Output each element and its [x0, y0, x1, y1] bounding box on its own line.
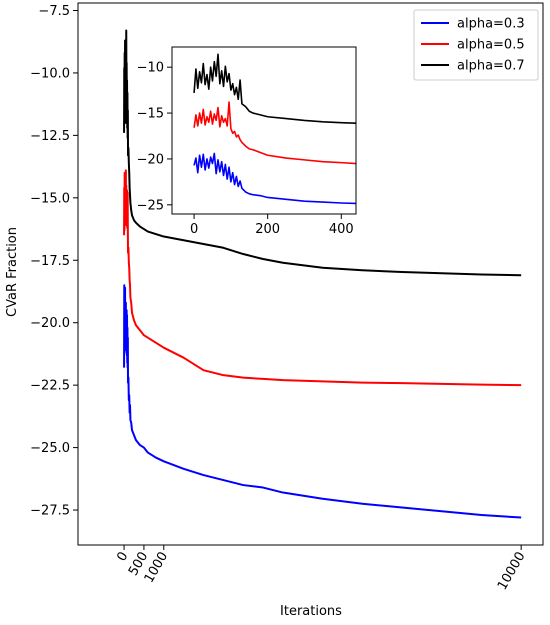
legend-label: alpha=0.7: [457, 59, 525, 74]
inset-y-tick-label: −10: [137, 61, 164, 76]
inset-series-line-2: [193, 53, 357, 124]
inset-series-group: [193, 53, 357, 205]
inset-y-tick-label: −20: [137, 152, 164, 167]
inset-series-line-1: [193, 101, 357, 165]
legend-label: alpha=0.5: [457, 38, 525, 53]
y-tick-label: −12.5: [30, 129, 70, 144]
series-line-2: [123, 29, 522, 277]
y-tick-label: −25.0: [30, 441, 70, 456]
inset-series-line-0: [193, 152, 357, 205]
y-tick-label: −10.0: [30, 66, 70, 81]
y-tick-label: −27.5: [30, 504, 70, 519]
series-line-1: [123, 169, 522, 387]
y-tick-label: −22.5: [30, 379, 70, 394]
inset-x-tick-label: 0: [190, 222, 198, 237]
series-line-0: [123, 284, 522, 519]
y-tick-label: −17.5: [30, 254, 70, 269]
main-axes: −7.5 −10.0 −12.5 −15.0 −17.5 −20.0 −22.5 −25.0 −…: [30, 2, 544, 593]
main-plot-frame: [77, 2, 544, 546]
inset-x-tick-label: 200: [255, 222, 280, 237]
inset-y-tick-label: −25: [137, 198, 164, 213]
legend-items: alpha=0.3 alpha=0.5 alpha=0.7: [421, 17, 525, 74]
legend-box: [413, 9, 539, 81]
legend: alpha=0.3 alpha=0.5 alpha=0.7: [413, 9, 539, 81]
main-series-group: [123, 29, 522, 519]
y-axis-label: CVaR Fraction: [5, 227, 20, 317]
x-axis-label: Iterations: [280, 604, 342, 619]
inset-x-tick-label: 400: [329, 222, 354, 237]
inset-y-tick-label: −15: [137, 107, 164, 122]
inset-chart: −10 −15 −20 −25 0 200 400: [137, 46, 357, 237]
y-tick-label: −20.0: [30, 316, 70, 331]
inset-plot-frame: [171, 46, 357, 215]
inset-axes: −10 −15 −20 −25 0 200 400: [137, 46, 357, 237]
legend-label: alpha=0.3: [457, 17, 525, 32]
y-tick-label: −15.0: [30, 191, 70, 206]
y-tick-label: −7.5: [38, 4, 70, 19]
